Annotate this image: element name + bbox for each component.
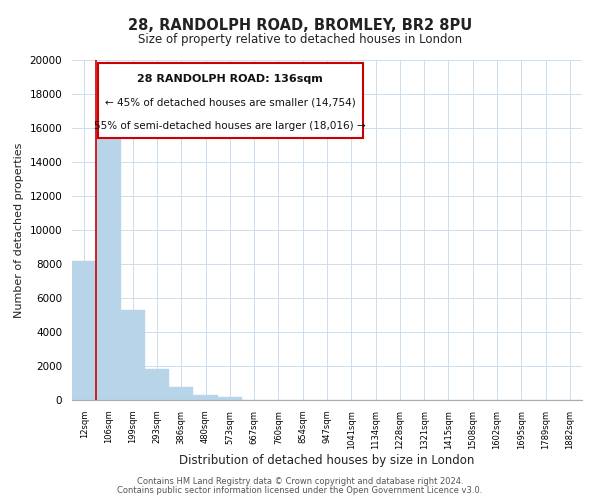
Bar <box>72 260 96 400</box>
Text: 28 RANDOLPH ROAD: 136sqm: 28 RANDOLPH ROAD: 136sqm <box>137 74 323 84</box>
Bar <box>193 395 218 400</box>
Bar <box>218 398 242 400</box>
Text: Contains public sector information licensed under the Open Government Licence v3: Contains public sector information licen… <box>118 486 482 495</box>
Bar <box>145 370 169 400</box>
Text: Contains HM Land Registry data © Crown copyright and database right 2024.: Contains HM Land Registry data © Crown c… <box>137 477 463 486</box>
Bar <box>121 310 145 400</box>
Text: 28, RANDOLPH ROAD, BROMLEY, BR2 8PU: 28, RANDOLPH ROAD, BROMLEY, BR2 8PU <box>128 18 472 32</box>
Text: Size of property relative to detached houses in London: Size of property relative to detached ho… <box>138 32 462 46</box>
X-axis label: Distribution of detached houses by size in London: Distribution of detached houses by size … <box>179 454 475 468</box>
FancyBboxPatch shape <box>97 64 363 138</box>
Y-axis label: Number of detached properties: Number of detached properties <box>14 142 24 318</box>
Bar <box>169 387 193 400</box>
Text: ← 45% of detached houses are smaller (14,754): ← 45% of detached houses are smaller (14… <box>105 98 355 108</box>
Text: 55% of semi-detached houses are larger (18,016) →: 55% of semi-detached houses are larger (… <box>94 121 366 131</box>
Bar <box>96 120 121 400</box>
